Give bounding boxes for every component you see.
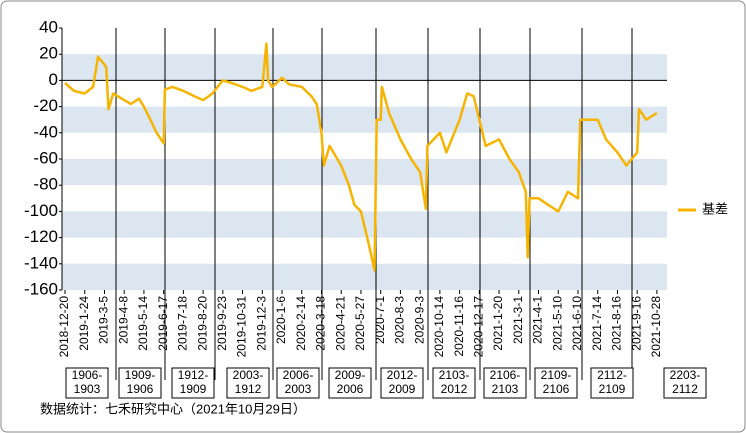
contract-label: 2009 <box>389 382 416 396</box>
stripe <box>62 54 667 81</box>
contract-label: 2003 <box>285 382 312 396</box>
x-tick-label: 2021-8-16 <box>610 296 624 351</box>
x-tick-label: 2020-9-3 <box>412 296 426 344</box>
x-tick-label: 2021-7-14 <box>590 296 604 351</box>
x-tick-label: 2020-5-27 <box>353 296 367 351</box>
contract-label: 1912 <box>235 382 262 396</box>
contract-label: 2006 <box>337 382 364 396</box>
contract-box <box>380 367 424 399</box>
contract-box <box>483 367 527 399</box>
contract-label: 2106 <box>543 382 570 396</box>
contract-label: 1912- <box>178 368 209 382</box>
x-tick-label: 2021-6-10 <box>570 296 584 351</box>
x-tick-label: 2019-10-31 <box>235 296 249 358</box>
y-tick-label: -120 <box>24 227 58 246</box>
y-tick-label: -80 <box>33 175 58 194</box>
y-tick-label: 40 <box>39 17 58 36</box>
contract-label: 2009- <box>335 368 366 382</box>
x-tick-label: 2021-4-1 <box>531 296 545 344</box>
contract-label: 2109- <box>541 368 572 382</box>
x-tick-label: 2019-9-23 <box>215 296 229 351</box>
x-tick-label: 2020-1-6 <box>274 296 288 344</box>
contract-label: 2109 <box>599 382 626 396</box>
contract-label: 2203- <box>670 368 701 382</box>
x-tick-label: 2019-7-18 <box>176 296 190 351</box>
contract-label: 2012 <box>441 382 468 396</box>
series-line <box>64 42 658 272</box>
stripe <box>62 106 667 133</box>
contract-label: 1906- <box>72 368 103 382</box>
x-tick-label: 2020-4-21 <box>333 296 347 351</box>
contract-label: 2112 <box>672 382 698 396</box>
x-tick-label: 2020-10-14 <box>432 296 446 358</box>
x-tick-label: 2019-6-17 <box>156 296 170 351</box>
contract-label: 1906 <box>127 382 154 396</box>
contract-box <box>663 367 707 399</box>
source-note: 数据统计：七禾研究中心（2021年10月29日） <box>40 401 306 416</box>
contract-box <box>65 367 109 399</box>
contract-label: 2106- <box>490 368 521 382</box>
x-tick-label: 2020-3-18 <box>314 296 328 351</box>
contract-label: 1903 <box>74 382 101 396</box>
contract-box <box>171 367 215 399</box>
contract-label: 2006- <box>283 368 314 382</box>
contract-box <box>276 367 320 399</box>
contract-label: 1909 <box>180 382 207 396</box>
x-tick-label: 2021-10-28 <box>649 296 663 358</box>
x-tick-label: 2019-3-5 <box>97 296 111 344</box>
contract-box <box>118 367 162 399</box>
x-tick-label: 2021-1-20 <box>491 296 505 351</box>
x-tick-label: 2020-12-17 <box>472 296 486 358</box>
y-tick-label: 0 <box>49 70 58 89</box>
x-tick-label: 2020-2-14 <box>294 296 308 351</box>
contract-label: 2103- <box>439 368 470 382</box>
x-tick-label: 2020-7-1 <box>373 296 387 344</box>
x-tick-label: 2019-8-20 <box>195 296 209 351</box>
y-tick-label: -20 <box>33 96 58 115</box>
x-tick-label: 2019-4-8 <box>116 296 130 344</box>
contract-label: 2003- <box>233 368 264 382</box>
x-tick-label: 2019-12-3 <box>254 296 268 351</box>
y-tick-label: -140 <box>24 253 58 272</box>
x-tick-label: 2018-12-20 <box>57 296 71 358</box>
y-tick-label: -160 <box>24 279 58 298</box>
contract-label: 1909- <box>125 368 156 382</box>
x-tick-label: 2021-3-1 <box>511 296 525 344</box>
contract-box <box>226 367 270 399</box>
contract-box <box>590 367 634 399</box>
stripe <box>62 263 667 290</box>
legend-label: 基差 <box>702 201 728 216</box>
y-tick-label: -60 <box>33 148 58 167</box>
y-tick-label: -100 <box>24 201 58 220</box>
x-tick-label: 2019-5-14 <box>136 296 150 351</box>
x-tick-label: 2021-5-10 <box>550 296 564 351</box>
stripe <box>62 159 667 186</box>
x-tick-label: 2021-9-16 <box>629 296 643 351</box>
x-tick-label: 2019-1-24 <box>77 296 91 351</box>
contract-box <box>432 367 476 399</box>
contract-label: 2103 <box>492 382 519 396</box>
contract-label: 2012- <box>387 368 418 382</box>
contract-label: 2112- <box>597 368 627 382</box>
y-tick-label: -40 <box>33 122 58 141</box>
y-tick-label: 20 <box>39 44 58 63</box>
x-tick-label: 2020-8-3 <box>393 296 407 344</box>
x-tick-label: 2020-11-16 <box>452 296 466 357</box>
contract-box <box>534 367 578 399</box>
contract-box <box>328 367 372 399</box>
